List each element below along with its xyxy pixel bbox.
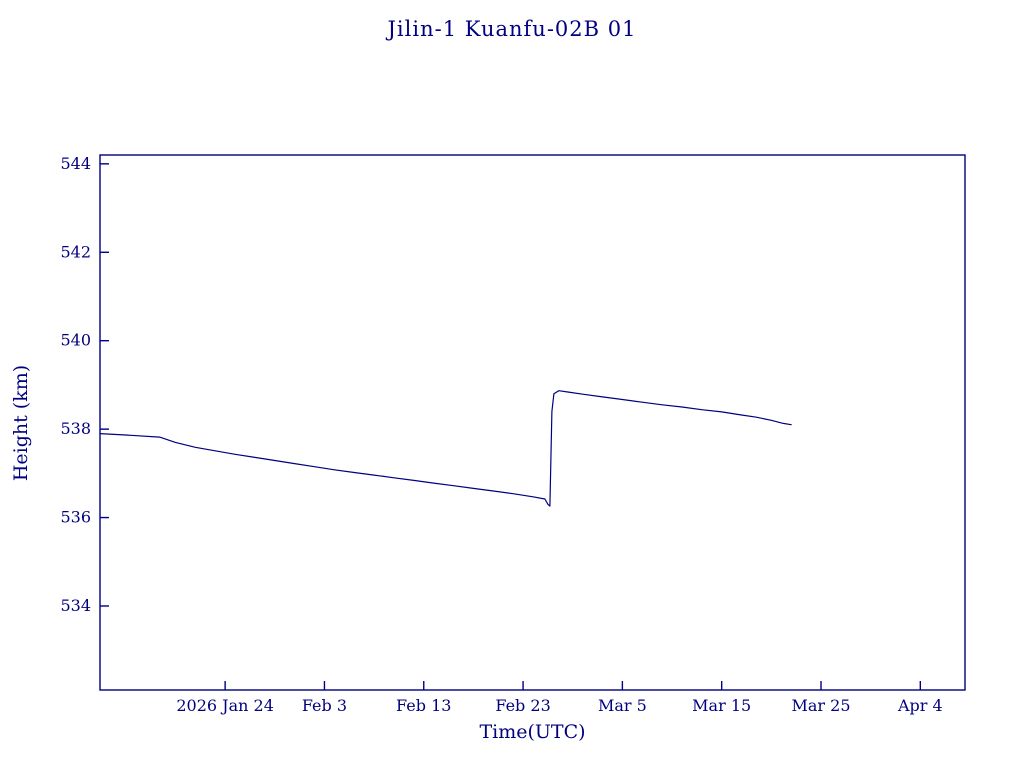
x-tick-label: Mar 25 bbox=[791, 696, 850, 715]
plot-frame bbox=[99, 154, 966, 691]
y-axis-label: Height (km) bbox=[10, 364, 32, 482]
x-tick-label: Mar 15 bbox=[692, 696, 751, 715]
x-tick-label: Feb 23 bbox=[495, 696, 550, 715]
y-tick-label: 538 bbox=[60, 419, 91, 438]
y-axis-ticks: 534 536 538 540 542 544 bbox=[60, 154, 109, 615]
x-axis-ticks: 2026 Jan 24 Feb 3 Feb 13 Feb 23 Mar 5 Mar 15 M… bbox=[176, 681, 943, 715]
x-tick-label: Mar 5 bbox=[598, 696, 647, 715]
x-tick-label: Apr 4 bbox=[897, 696, 943, 715]
x-tick-label: 2026 Jan 24 bbox=[176, 696, 274, 715]
chart-title: Jilin-1 Kuanfu-02B 01 bbox=[387, 17, 637, 41]
x-axis-label: Time(UTC) bbox=[479, 721, 586, 743]
height-series-line bbox=[99, 390, 792, 507]
y-tick-label: 534 bbox=[60, 596, 91, 615]
y-tick-label: 536 bbox=[60, 508, 91, 527]
x-tick-label: Feb 13 bbox=[396, 696, 451, 715]
y-tick-label: 542 bbox=[60, 242, 91, 261]
y-tick-label: 540 bbox=[60, 331, 91, 350]
x-tick-label: Feb 3 bbox=[302, 696, 347, 715]
y-tick-label: 544 bbox=[60, 154, 91, 173]
